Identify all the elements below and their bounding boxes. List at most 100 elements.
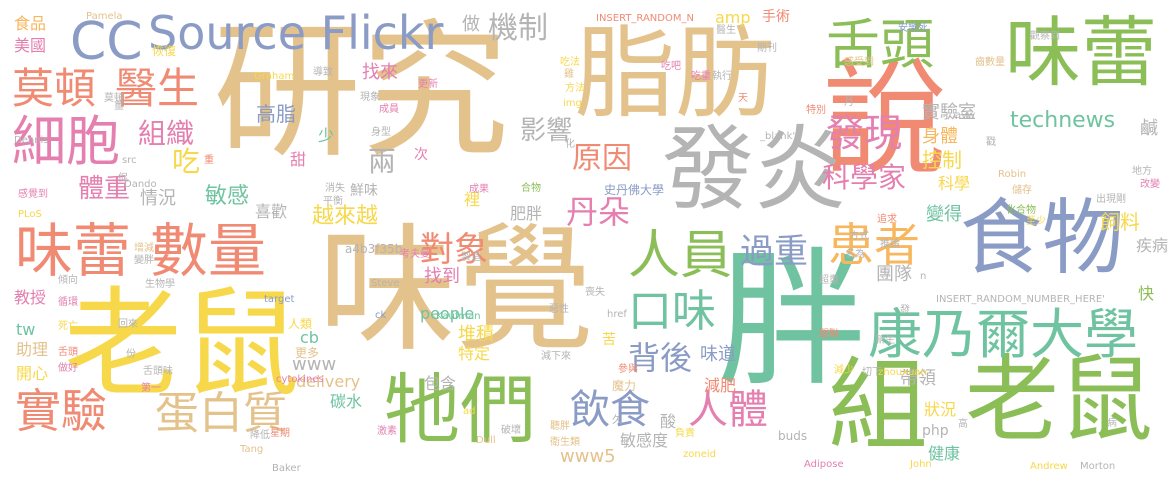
word-65: 特定	[458, 344, 491, 363]
word-119: target	[264, 294, 295, 305]
word-3: 說	[823, 48, 948, 192]
word-200: 薑	[114, 101, 124, 112]
word-100: Pamela	[86, 11, 123, 22]
word-82: 帶領	[900, 368, 936, 389]
word-110: Tang	[240, 444, 264, 455]
word-17: CC	[70, 12, 143, 72]
word-23: 蛋白質	[155, 388, 287, 439]
word-182: 超重	[819, 275, 839, 286]
word-5: 老鼠	[64, 275, 301, 413]
word-183: 減少	[834, 365, 854, 376]
word-60: 變得	[926, 204, 962, 225]
word-90: 次	[414, 147, 428, 163]
word-157: 平衡	[323, 196, 343, 207]
word-46: 實驗室	[922, 102, 976, 123]
word-67: www	[292, 354, 337, 375]
word-152: 成員	[379, 104, 399, 115]
word-50: 找來	[362, 62, 398, 83]
word-131: 天	[738, 93, 748, 104]
word-18: 細胞	[12, 110, 120, 173]
word-96: 人類	[288, 317, 313, 331]
word-63: 味道	[700, 344, 736, 365]
word-201: n	[920, 271, 927, 282]
word-70: tw	[16, 320, 36, 339]
word-167: 死亡	[58, 321, 78, 332]
word-203: 雞	[564, 69, 574, 80]
word-21: 康乃爾大學	[868, 303, 1138, 366]
word-39: 組織	[138, 117, 195, 150]
word-87: 甜	[290, 150, 307, 169]
word-165: 循環	[58, 297, 78, 308]
word-176: 降低	[250, 430, 270, 441]
word-116: zhouxuan	[878, 367, 927, 378]
word-192: 安樂死	[898, 23, 928, 34]
word-198: 傾向	[58, 275, 78, 286]
word-44: 情況	[140, 188, 176, 209]
word-43: 敏感	[205, 184, 250, 209]
word-132: 重	[204, 155, 214, 166]
word-16: Source Flickr	[148, 6, 444, 60]
word-42: 越來越	[312, 204, 379, 229]
word-93: a4b3f35b	[345, 242, 403, 256]
word-170: 做好	[58, 363, 78, 374]
word-153: 身型	[371, 127, 391, 138]
word-164: 變胖	[134, 255, 154, 266]
word-97: 苦	[602, 332, 616, 348]
word-104: Dennis	[14, 135, 49, 146]
word-138: 化合物	[1006, 205, 1036, 216]
word-194: 齒數量	[975, 57, 1005, 68]
word-128: 份	[126, 349, 136, 360]
word-52: amp	[715, 8, 751, 27]
word-162: 考夫曼	[400, 249, 430, 260]
word-140: 地方	[1132, 166, 1152, 177]
word-75: 食品	[14, 14, 47, 33]
word-101: INSERT_RANDOM_N	[596, 13, 694, 24]
word-111: Baker	[272, 463, 301, 474]
word-186: 新生	[875, 335, 895, 346]
word-32: 機制	[488, 11, 548, 46]
word-57: 找到	[424, 266, 460, 287]
word-158: 感覺到	[18, 189, 48, 200]
word-28: 人體	[688, 387, 768, 433]
word-155: 合物	[521, 183, 541, 194]
word-149: 吃重	[691, 71, 711, 82]
word-169: 舌頭	[58, 347, 78, 358]
word-105: Robin	[998, 169, 1027, 180]
word-134: 方式	[849, 231, 869, 242]
word-177: 破壞	[501, 425, 521, 436]
word-118: href	[607, 309, 627, 320]
word-108: cytokines	[276, 374, 324, 385]
word-74: 美國	[14, 36, 47, 55]
word-25: 口味	[628, 286, 716, 337]
word-113: John	[910, 459, 932, 470]
word-150: 方法	[565, 83, 585, 94]
word-123: _blank'	[760, 131, 796, 142]
word-178: 聽胖	[550, 421, 570, 432]
word-185: 關聯	[819, 329, 839, 340]
word-59: 科學	[938, 174, 971, 193]
word-1: 研究	[213, 6, 509, 178]
word-45: technews	[1010, 108, 1116, 133]
word-64: 堆積	[458, 324, 494, 345]
word-30: 科學家	[822, 161, 907, 194]
word-12: 舌頭	[826, 13, 934, 76]
word-125: avw	[955, 110, 976, 121]
word-179: 負責	[675, 428, 695, 439]
word-174: 減下來	[541, 351, 571, 362]
word-120: PLoS	[18, 209, 42, 220]
word-160: 惡性	[549, 304, 569, 315]
word-15: 數量	[150, 217, 267, 285]
word-69: cb	[300, 328, 319, 347]
word-29: 發現	[826, 111, 903, 155]
word-94: buds	[778, 429, 808, 443]
word-142: 出現剛	[1096, 194, 1126, 205]
word-2: 脂肪	[575, 15, 775, 132]
word-49: 高脂	[256, 102, 296, 126]
word-171: 舌頭味	[143, 366, 173, 377]
word-146: 執行	[712, 71, 732, 82]
word-84: 健康	[928, 444, 961, 463]
word-10: 牠們	[384, 365, 536, 454]
word-83: 狀況	[924, 400, 957, 419]
word-7: 胖	[718, 234, 866, 406]
